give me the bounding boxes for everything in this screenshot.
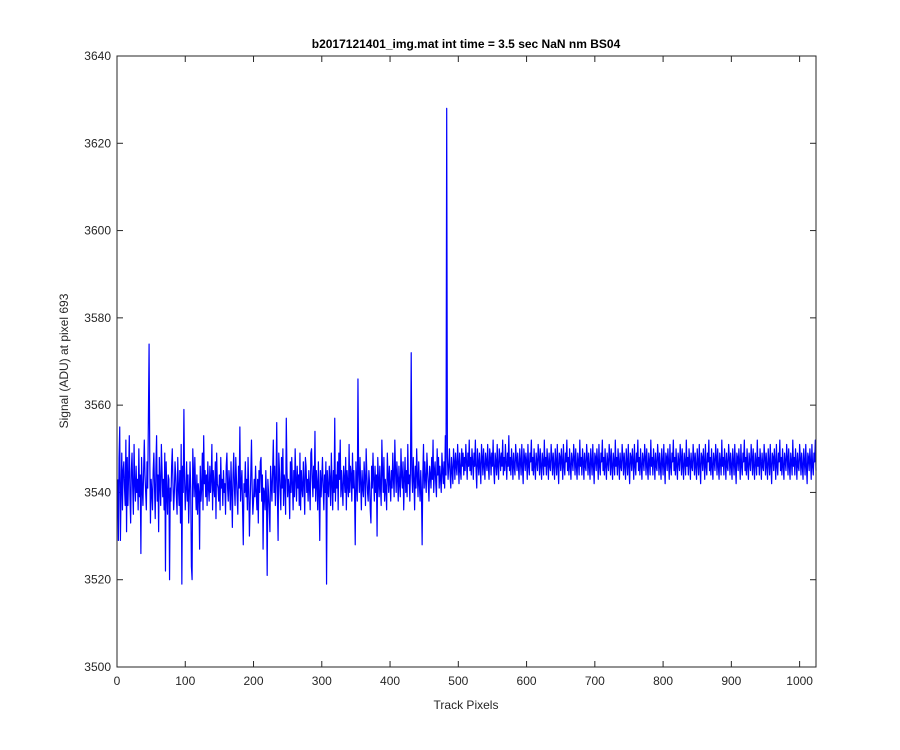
x-tick-label: 300 <box>312 674 332 688</box>
x-tick-label: 500 <box>448 674 468 688</box>
y-tick-label: 3600 <box>84 224 111 238</box>
x-tick-label: 1000 <box>786 674 813 688</box>
plot-frame <box>116 55 817 668</box>
y-tick-label: 3580 <box>84 311 111 325</box>
axis-ticks: 0 100 200 300 400 500 600 700 800 900 1000 3500 3520… <box>84 49 816 688</box>
y-tick-label: 3560 <box>84 398 111 412</box>
x-tick-label: 400 <box>380 674 400 688</box>
x-tick-label: 100 <box>175 674 195 688</box>
x-tick-label: 0 <box>114 674 121 688</box>
plot-area <box>117 56 816 667</box>
x-axis-label: Track Pixels <box>434 698 499 712</box>
y-tick-label: 3620 <box>84 136 111 150</box>
x-tick-label: 700 <box>585 674 605 688</box>
x-tick-label: 800 <box>653 674 673 688</box>
chart-title: b2017121401_img.mat int time = 3.5 sec N… <box>312 37 621 51</box>
y-tick-label: 3640 <box>84 49 111 63</box>
y-axis-label: Signal (ADU) at pixel 693 <box>57 293 71 428</box>
series-line-0 <box>117 107 817 585</box>
y-tick-label: 3520 <box>84 573 111 587</box>
series-group <box>117 107 817 585</box>
x-tick-label: 200 <box>244 674 264 688</box>
x-tick-label: 900 <box>721 674 741 688</box>
y-tick-label: 3540 <box>84 485 111 499</box>
x-tick-label: 600 <box>517 674 537 688</box>
y-tick-label: 3500 <box>84 660 111 674</box>
